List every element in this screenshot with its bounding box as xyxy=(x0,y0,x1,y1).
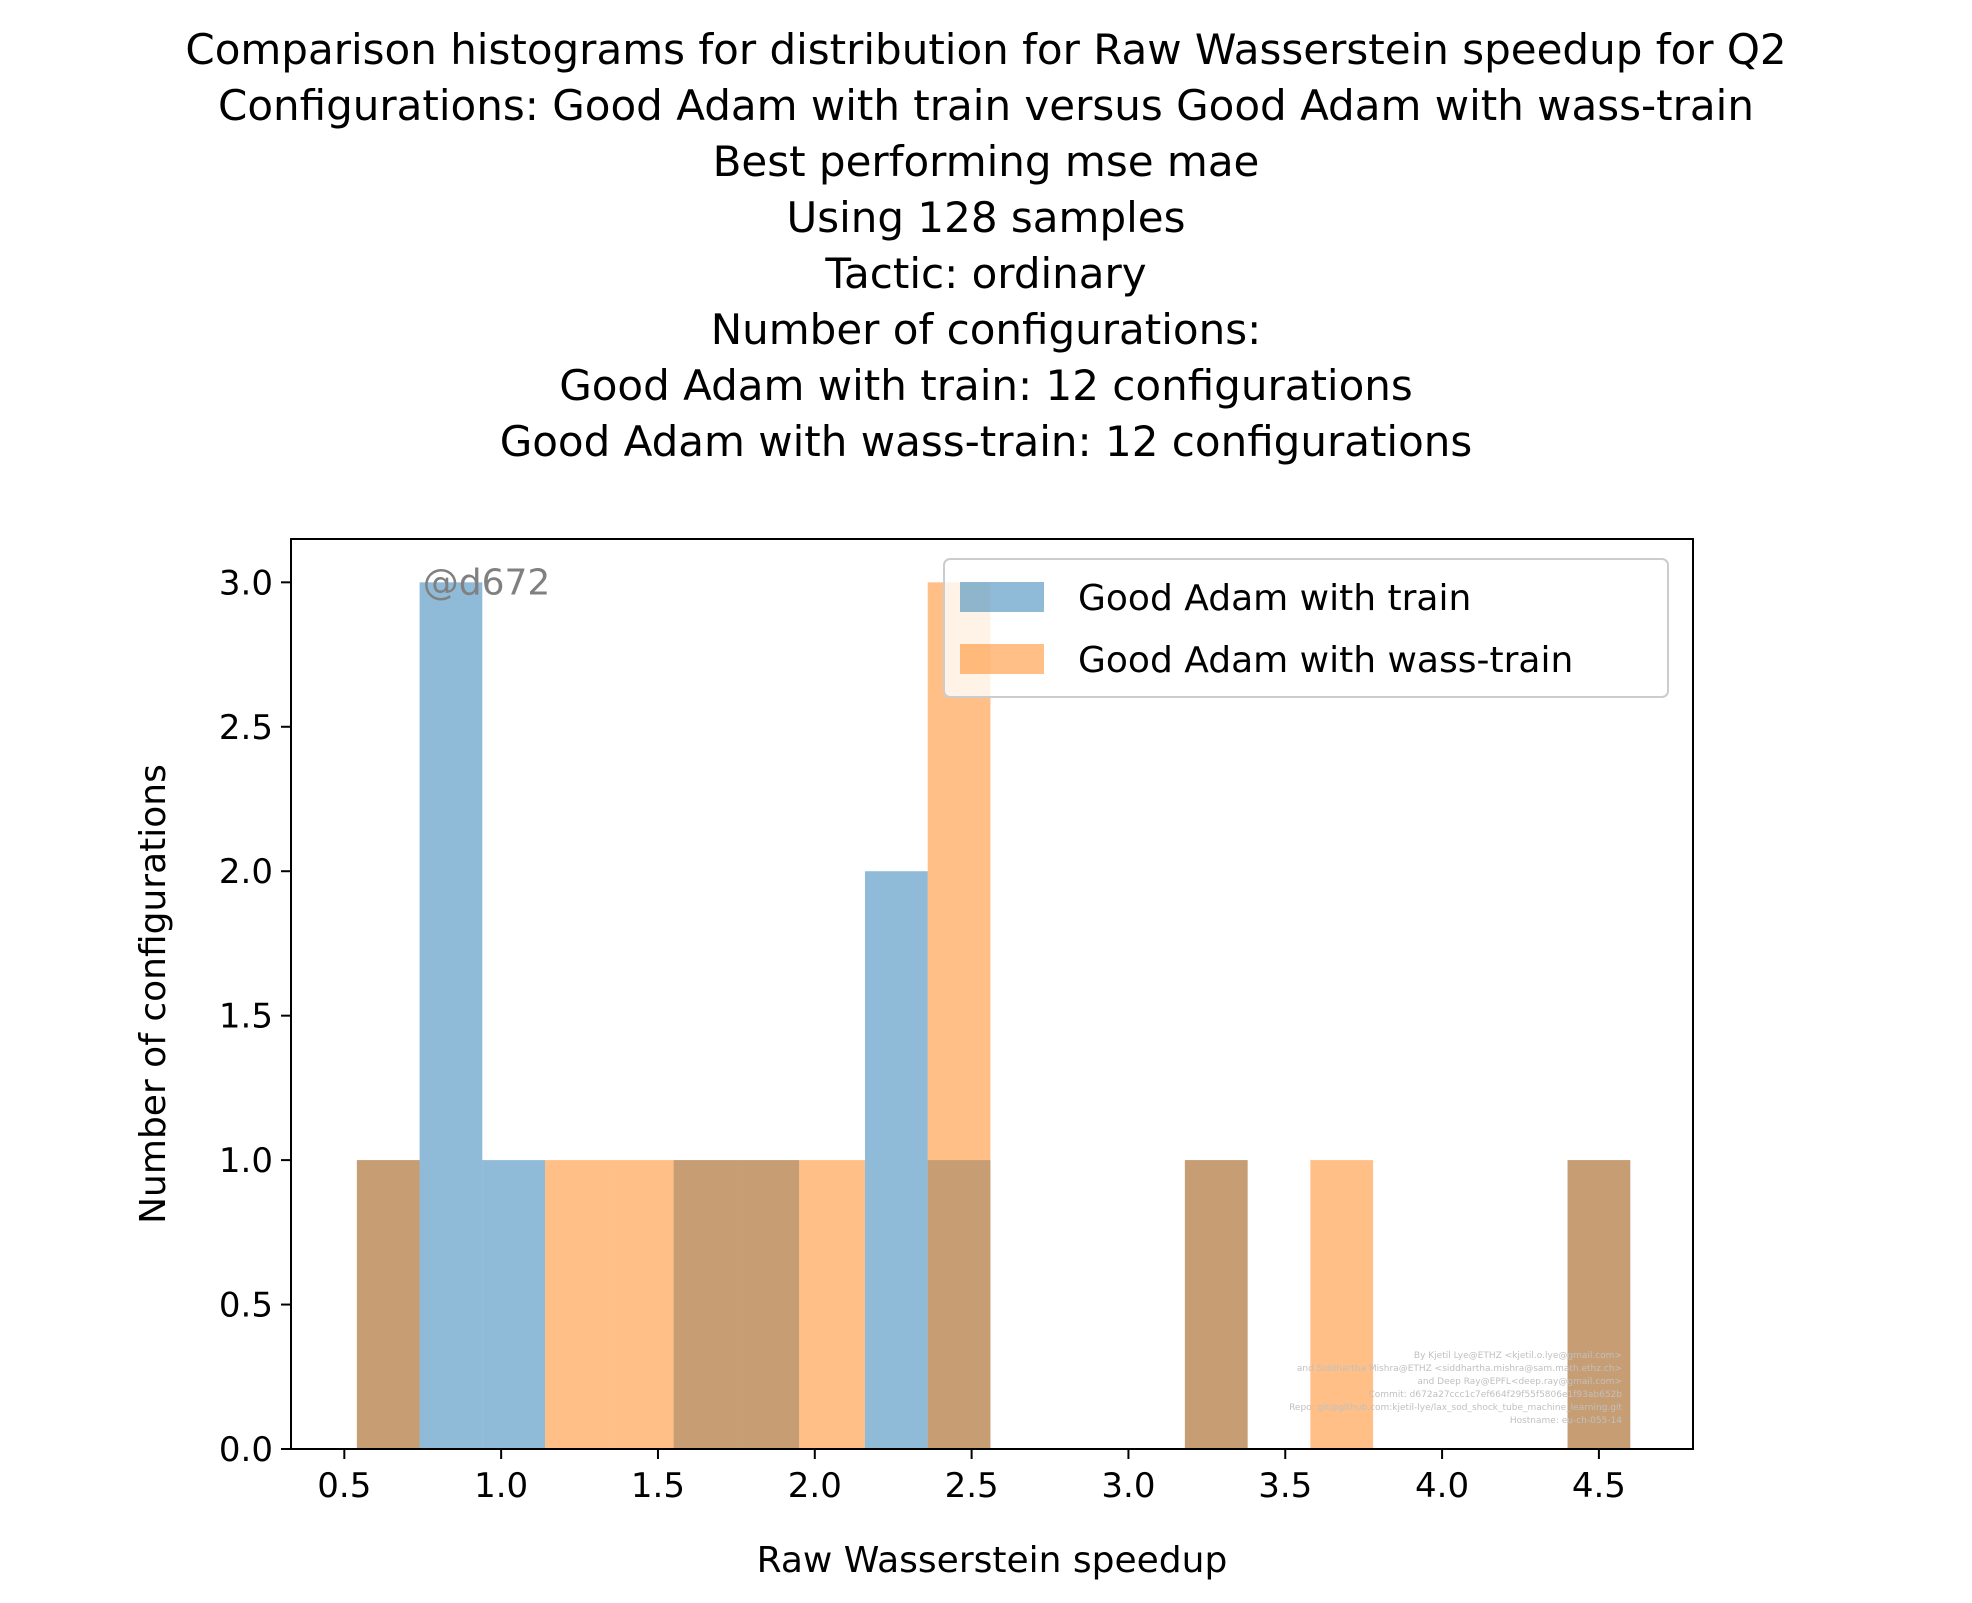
credit-line: and Deep Ray@EPFL<deep.ray@gmail.com> xyxy=(1417,1377,1622,1387)
x-tick-label: 2.5 xyxy=(945,1466,999,1506)
credit-line: Commit: d672a27ccc1c7ef664f29f55f5806e1f… xyxy=(1368,1390,1622,1400)
x-tick-label: 1.5 xyxy=(631,1466,685,1506)
histogram-bar-wass-train xyxy=(673,1160,737,1449)
y-tick-label: 2.0 xyxy=(219,852,273,892)
histogram-bar-train xyxy=(482,1160,546,1449)
histogram-bar-wass-train xyxy=(1567,1160,1631,1449)
title-line: Configurations: Good Adam with train ver… xyxy=(218,81,1754,130)
y-tick-label: 0.0 xyxy=(219,1430,273,1470)
histogram-bar-wass-train xyxy=(736,1160,800,1449)
credit-line: By Kjetil Lye@ETHZ <kjetil.o.lye@gmail.c… xyxy=(1414,1351,1622,1361)
plot-frame xyxy=(290,538,1694,1450)
title-line: Good Adam with train: 12 configurations xyxy=(559,361,1413,410)
x-tick-label: 0.5 xyxy=(317,1466,371,1506)
histogram-bar-wass-train xyxy=(1310,1160,1374,1449)
x-tick-label: 3.5 xyxy=(1258,1466,1312,1506)
histogram-bar-wass-train xyxy=(1184,1160,1248,1449)
legend: Good Adam with train Good Adam with wass… xyxy=(943,558,1669,698)
y-tick-label: 0.5 xyxy=(219,1286,273,1326)
y-tick-label: 3.0 xyxy=(219,563,273,603)
legend-label-train: Good Adam with train xyxy=(1078,578,1471,619)
credit-line: Repo: git@github.com:kjetil-lye/lax_sod_… xyxy=(1289,1403,1622,1413)
histogram-bar-wass-train xyxy=(545,1160,611,1449)
ticks-layer: 0.5 1.0 1.5 2.0 2.5 3.0 3.5 4.0 4.5 0.0 0.5 1.0 1.5 2… xyxy=(219,563,1626,1506)
title-line: Good Adam with wass-train: 12 configurat… xyxy=(499,417,1473,466)
histogram-bar-train xyxy=(864,871,928,1449)
legend-label-wass-train: Good Adam with wass-train xyxy=(1078,640,1573,681)
legend-box xyxy=(943,558,1669,698)
y-axis-label: Number of configurations xyxy=(133,764,174,1224)
x-tick-label: 3.0 xyxy=(1101,1466,1155,1506)
chart-title: Comparison histograms for distribution f… xyxy=(0,22,1972,470)
histogram-bar-wass-train xyxy=(356,1160,420,1449)
title-line: Using 128 samples xyxy=(786,193,1186,242)
title-line: Comparison histograms for distribution f… xyxy=(185,25,1787,74)
title-line: Tactic: ordinary xyxy=(825,249,1147,298)
x-tick-label: 4.5 xyxy=(1572,1466,1626,1506)
legend-swatch-wass-train xyxy=(960,644,1044,674)
credit-line: Hostname: eu-ch-055-14 xyxy=(1510,1416,1622,1426)
x-tick-label: 1.0 xyxy=(474,1466,528,1506)
annotation-label: @d672 xyxy=(423,562,551,603)
y-tick-label: 1.5 xyxy=(219,997,273,1037)
histogram-bar-train xyxy=(419,582,483,1449)
legend-swatch-train xyxy=(960,582,1044,612)
title-line: Best performing mse mae xyxy=(712,137,1260,186)
y-tick-label: 1.0 xyxy=(219,1141,273,1181)
histogram-bar-wass-train xyxy=(799,1160,865,1449)
y-tick-label: 2.5 xyxy=(219,708,273,748)
credit-line: and Siddhartha Mishra@ETHZ <siddhartha.m… xyxy=(1297,1364,1622,1374)
x-tick-label: 2.0 xyxy=(788,1466,842,1506)
bars-layer xyxy=(356,582,1631,1449)
histogram-bar-wass-train xyxy=(927,582,991,1449)
histogram-bar-wass-train xyxy=(610,1160,674,1449)
credits-block: By Kjetil Lye@ETHZ <kjetil.o.lye@gmail.c… xyxy=(1289,1351,1622,1426)
title-line: Number of configurations: xyxy=(710,305,1262,354)
x-axis-label: Raw Wasserstein speedup xyxy=(757,1540,1228,1581)
x-tick-label: 4.0 xyxy=(1415,1466,1469,1506)
